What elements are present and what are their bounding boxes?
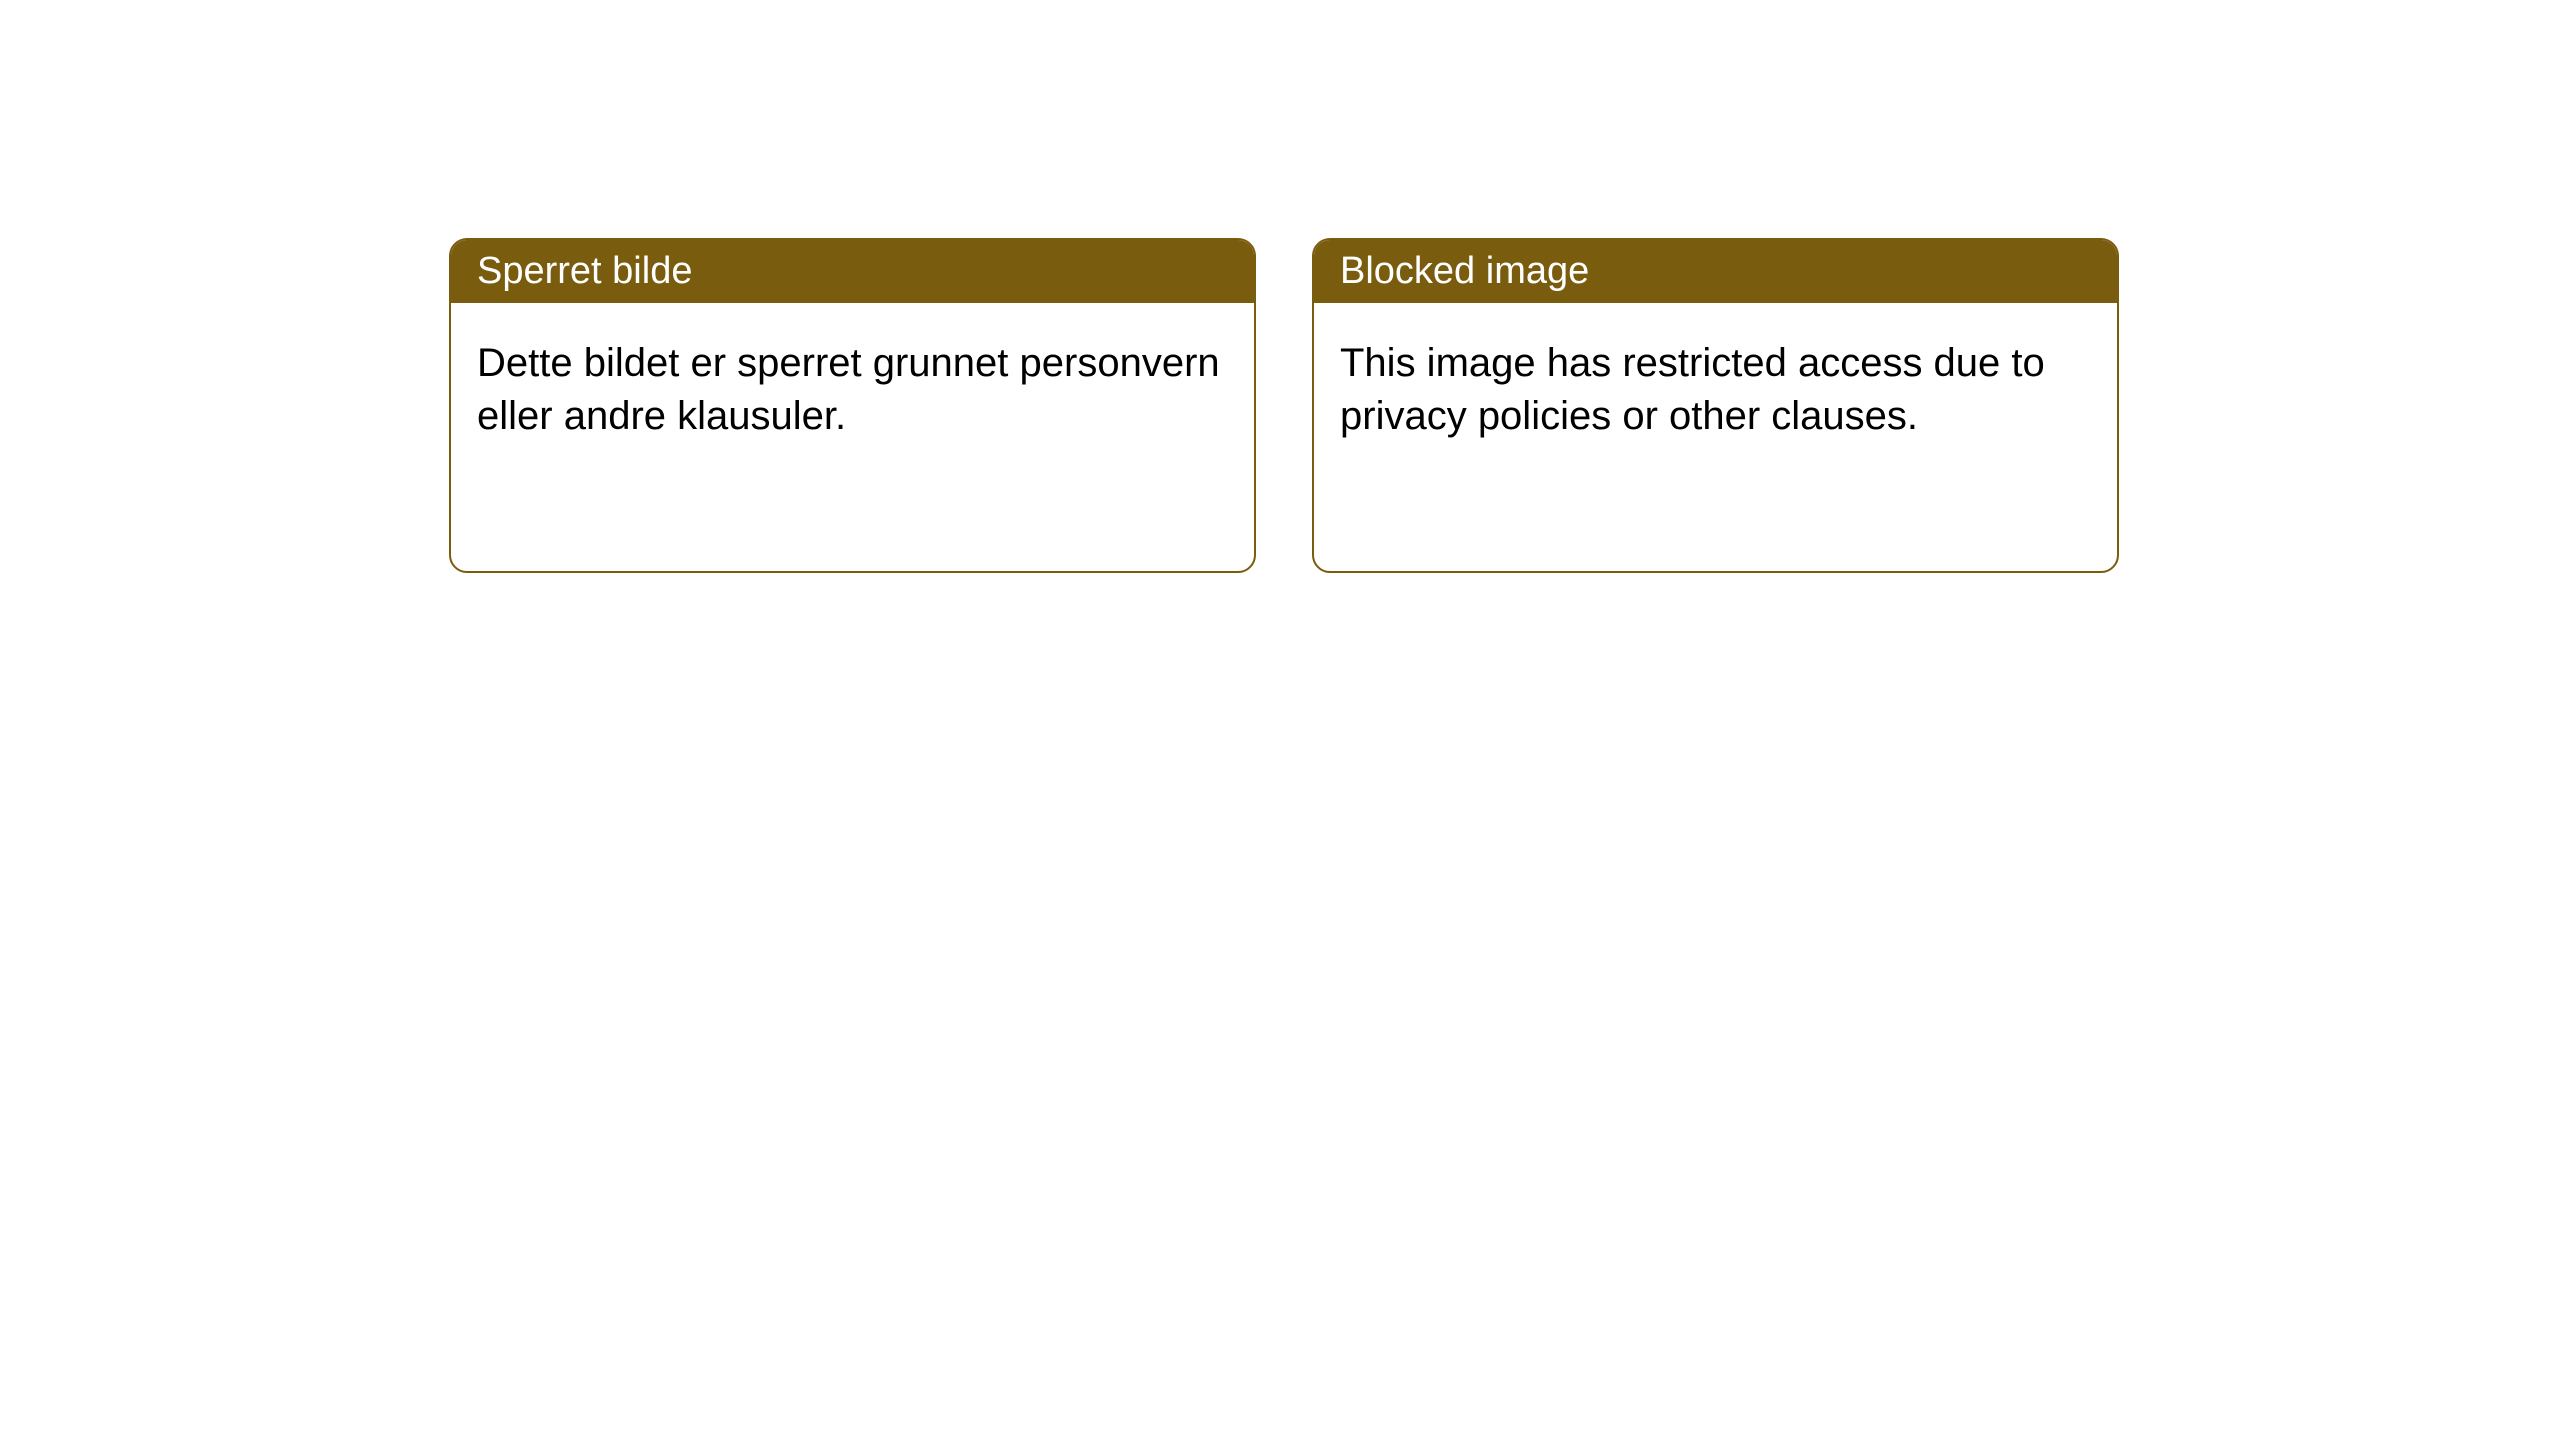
notice-header: Sperret bilde: [451, 240, 1254, 303]
notice-body: Dette bildet er sperret grunnet personve…: [451, 303, 1254, 571]
notice-header: Blocked image: [1314, 240, 2117, 303]
notice-card-norwegian: Sperret bilde Dette bildet er sperret gr…: [449, 238, 1256, 573]
notice-container: Sperret bilde Dette bildet er sperret gr…: [449, 238, 2119, 573]
notice-title: Sperret bilde: [477, 250, 692, 292]
notice-message: Dette bildet er sperret grunnet personve…: [477, 341, 1220, 438]
notice-card-english: Blocked image This image has restricted …: [1312, 238, 2119, 573]
notice-message: This image has restricted access due to …: [1340, 341, 2045, 438]
notice-body: This image has restricted access due to …: [1314, 303, 2117, 571]
notice-title: Blocked image: [1340, 250, 1589, 292]
